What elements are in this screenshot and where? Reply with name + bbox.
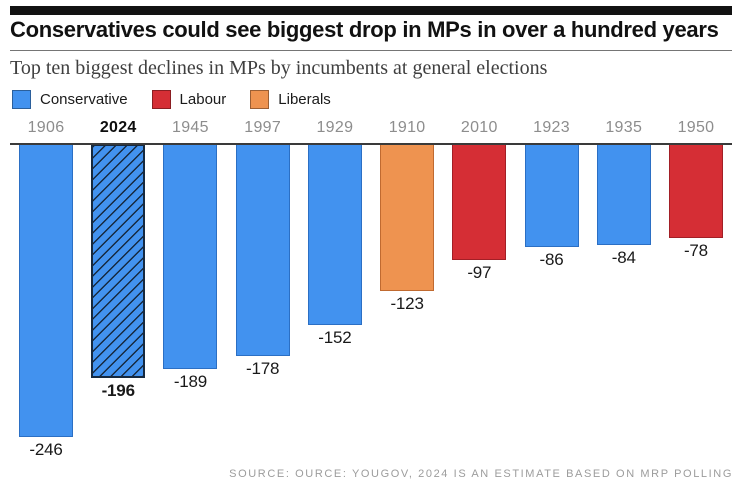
bar	[452, 145, 507, 260]
bar-chart: 1906 2024 1945 1997 1929 1910 2010 1923 1935 1950…	[10, 119, 732, 460]
year-label: 1997	[244, 119, 282, 136]
value-label: -246	[29, 440, 63, 459]
bar-column: -196	[91, 145, 146, 401]
chart-subtitle: Top ten biggest declines in MPs by incum…	[10, 57, 548, 79]
value-label: -196	[101, 381, 135, 400]
legend-item-conservative: Conservative	[12, 90, 128, 109]
bar-column: -178	[235, 145, 290, 379]
bar	[91, 145, 146, 378]
bar	[380, 145, 435, 291]
conservative-swatch	[12, 90, 31, 109]
legend-item-labour: Labour	[151, 90, 227, 109]
bar	[668, 145, 723, 238]
value-label: -86	[539, 250, 564, 269]
legend: Conservative Labour Liberals	[12, 90, 331, 109]
bar-column: -123	[380, 145, 435, 314]
year-label: 1950	[677, 119, 715, 136]
value-label: -178	[246, 359, 280, 378]
bar	[524, 145, 579, 247]
liberals-swatch	[250, 90, 270, 109]
year-label: 1910	[388, 119, 426, 136]
bar	[307, 145, 362, 325]
year-label: 1929	[316, 119, 354, 136]
labour-swatch	[151, 90, 171, 109]
years-row: 1906 2024 1945 1997 1929 1910 2010 1923 1935 1950	[10, 119, 732, 141]
bar	[19, 145, 73, 437]
top-rule	[10, 6, 732, 15]
bar-column: -189	[163, 145, 218, 392]
legend-label: Conservative	[40, 91, 128, 108]
bar-column: -84	[596, 145, 651, 268]
legend-label: Liberals	[278, 91, 331, 108]
year-label: 1906	[27, 119, 65, 136]
value-label: -84	[611, 248, 636, 267]
bar-column: -86	[524, 145, 579, 270]
zero-axis-line	[10, 143, 732, 145]
title-divider	[10, 50, 732, 51]
bar-column: -97	[452, 145, 507, 283]
bar-column: -152	[307, 145, 362, 348]
value-label: -78	[683, 241, 708, 260]
source-note: SOURCE: OURCE: YOUGOV, 2024 IS AN ESTIMA…	[229, 468, 733, 480]
bar-column: -246	[19, 145, 73, 460]
year-label: 1945	[172, 119, 209, 136]
year-label: 1935	[605, 119, 643, 136]
value-label: -189	[173, 372, 208, 391]
legend-label: Labour	[179, 91, 227, 108]
year-label: 2024	[99, 119, 137, 136]
page-title: Conservatives could see biggest drop in …	[10, 17, 719, 42]
bar-column: -78	[668, 145, 723, 261]
value-label: -97	[467, 263, 492, 282]
bar	[163, 145, 218, 369]
legend-item-liberals: Liberals	[250, 90, 331, 109]
bars-row: -246 -196 -189 -178 -152 -123 -97 -86 -84 -78	[10, 145, 732, 460]
bar	[596, 145, 651, 245]
year-label: 2010	[460, 119, 498, 136]
year-label: 1923	[533, 119, 570, 136]
value-label: -152	[318, 328, 352, 347]
value-label: -123	[390, 294, 424, 313]
bar	[235, 145, 290, 356]
